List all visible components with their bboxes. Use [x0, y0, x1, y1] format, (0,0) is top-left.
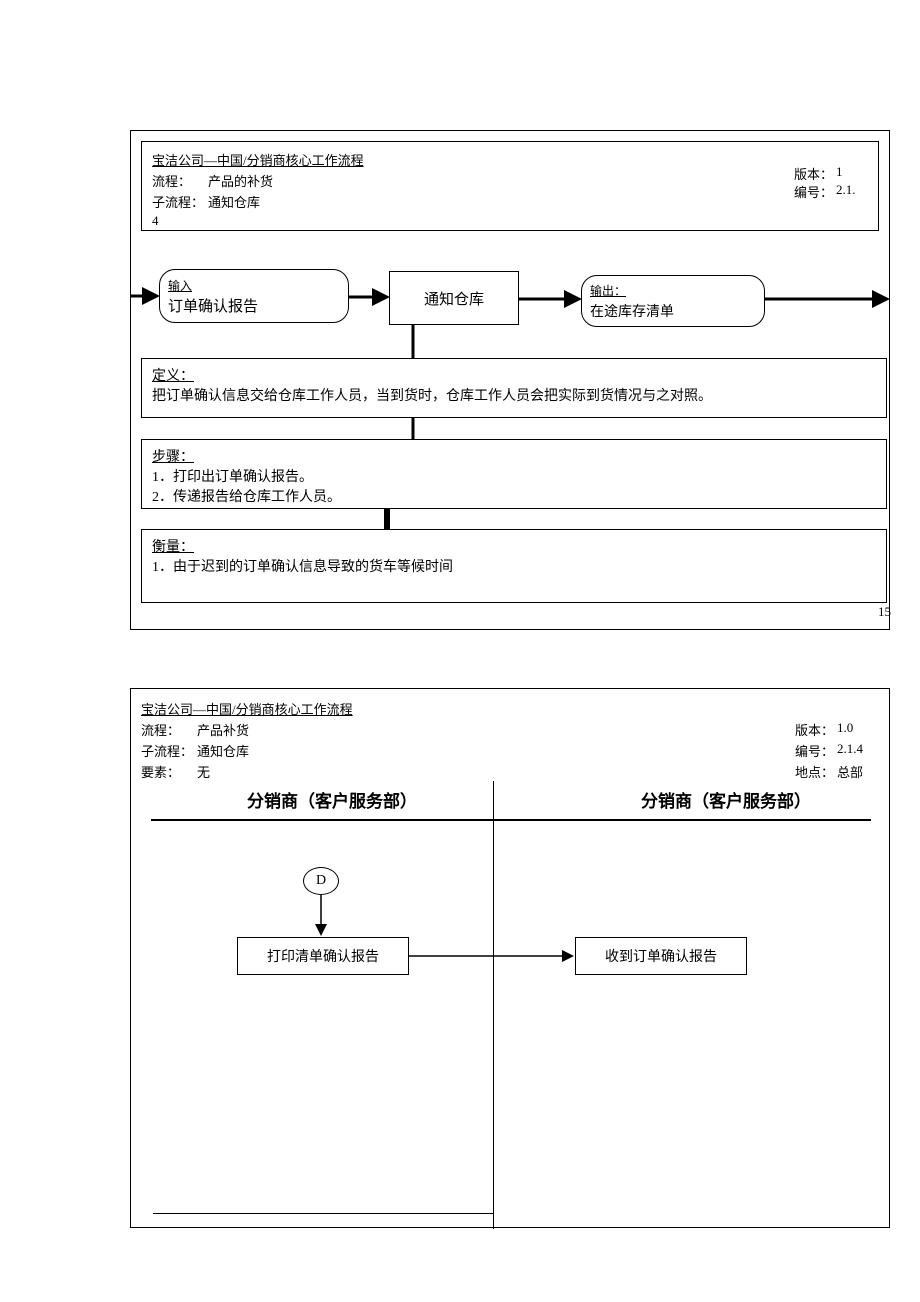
- steps-label: 步骤：: [152, 446, 194, 466]
- p2-r0-value: 产品补货: [197, 720, 249, 739]
- flow-input-label: 输入: [168, 277, 340, 294]
- p2-r0-rvalue: 1.0: [837, 720, 869, 739]
- steps-item-0: 1．打印出订单确认报告。: [152, 466, 876, 486]
- p1-extra: 4: [152, 213, 159, 229]
- panel2-row-0: 流程： 产品补货 版本： 1.0: [141, 720, 879, 739]
- section-measure: 衡量： 1．由于迟到的订单确认信息导致的货车等候时间: [141, 529, 887, 603]
- section-definition: 定义： 把订单确认信息交给仓库工作人员，当到货时，仓库工作人员会把实际到货情况与…: [141, 358, 887, 418]
- panel1-title: 宝洁公司—中国/分销商核心工作流程: [152, 150, 868, 169]
- flow-process-text: 通知仓库: [424, 288, 484, 309]
- p2-r0-label: 流程：: [141, 720, 197, 739]
- p2-r1-rlabel: 编号：: [795, 741, 837, 760]
- swimlane-vline: [493, 781, 494, 1229]
- swimlane-header-right: 分销商（客户服务部）: [641, 787, 811, 812]
- panel1-extra-left: 4: [152, 213, 868, 229]
- p1-r0-label: 流程：: [152, 171, 208, 190]
- p2-r2-label: 要素：: [141, 762, 197, 781]
- swimlane-hline: [151, 819, 871, 821]
- panel1-header: 宝洁公司—中国/分销商核心工作流程 流程： 产品的补货 版本： 1 子流程： 通…: [141, 141, 879, 231]
- measure-item-0: 1．由于迟到的订单确认信息导致的货车等候时间: [152, 556, 876, 576]
- definition-text: 把订单确认信息交给仓库工作人员，当到货时，仓库工作人员会把实际到货情况与之对照。: [152, 385, 876, 405]
- p1-r1-value: 通知仓库: [208, 192, 260, 211]
- left-box-text: 打印清单确认报告: [267, 946, 379, 966]
- connector-circle-d: D: [303, 867, 339, 895]
- panel2-row-1: 子流程： 通知仓库 编号： 2.1.4: [141, 741, 879, 760]
- flow-process-box: 通知仓库: [389, 271, 519, 325]
- p2-r2-rvalue: 总部: [837, 762, 869, 781]
- measure-label: 衡量：: [152, 536, 194, 556]
- flow-input-box: 输入 订单确认报告: [159, 269, 349, 323]
- flow-output-text: 在途库存清单: [590, 301, 756, 321]
- p2-r2-rlabel: 地点：: [795, 762, 837, 781]
- swimlane-right-box: 收到订单确认报告: [575, 937, 747, 975]
- flow-input-text: 订单确认报告: [168, 295, 340, 316]
- p2-r0-rlabel: 版本：: [795, 720, 837, 739]
- section-steps: 步骤： 1．打印出订单确认报告。 2．传递报告给仓库工作人员。: [141, 439, 887, 509]
- definition-label: 定义：: [152, 365, 194, 385]
- p1-r1-rlabel: 编号：: [794, 182, 836, 201]
- panel1-row-0: 流程： 产品的补货 版本： 1: [152, 171, 868, 190]
- swimlane-bottom-line: [153, 1213, 493, 1214]
- swimlane-header-left: 分销商（客户服务部）: [247, 787, 417, 812]
- flow-output-label: 输出：: [590, 282, 756, 299]
- p1-r1-rvalue: 2.1.: [836, 182, 868, 201]
- flow-output-box: 输出： 在途库存清单: [581, 275, 765, 327]
- p2-r1-value: 通知仓库: [197, 741, 249, 760]
- circle-d-label: D: [316, 873, 326, 889]
- swimlane-left-box: 打印清单确认报告: [237, 937, 409, 975]
- p2-r2-value: 无: [197, 762, 210, 781]
- panel-swimlane: 宝洁公司—中国/分销商核心工作流程 流程： 产品补货 版本： 1.0 子流程： …: [130, 688, 890, 1228]
- p1-r1-label: 子流程：: [152, 192, 208, 211]
- p1-r0-rlabel: 版本：: [794, 164, 836, 183]
- p1-r0-rvalue: 1: [836, 164, 868, 183]
- p1-r0-value: 产品的补货: [208, 171, 273, 190]
- panel2-row-2: 要素： 无 地点： 总部: [141, 762, 879, 781]
- panel2-title: 宝洁公司—中国/分销商核心工作流程: [141, 699, 879, 718]
- panel1-row-1: 子流程： 通知仓库 编号： 2.1.: [152, 192, 868, 211]
- panel2-header: 宝洁公司—中国/分销商核心工作流程 流程： 产品补货 版本： 1.0 子流程： …: [141, 699, 879, 781]
- p2-r1-rvalue: 2.1.4: [837, 741, 869, 760]
- page-number: 15: [878, 604, 891, 620]
- p2-r1-label: 子流程：: [141, 741, 197, 760]
- steps-item-1: 2．传递报告给仓库工作人员。: [152, 486, 876, 506]
- right-box-text: 收到订单确认报告: [605, 946, 717, 966]
- panel-flow-definition: 宝洁公司—中国/分销商核心工作流程 流程： 产品的补货 版本： 1 子流程： 通…: [130, 130, 890, 630]
